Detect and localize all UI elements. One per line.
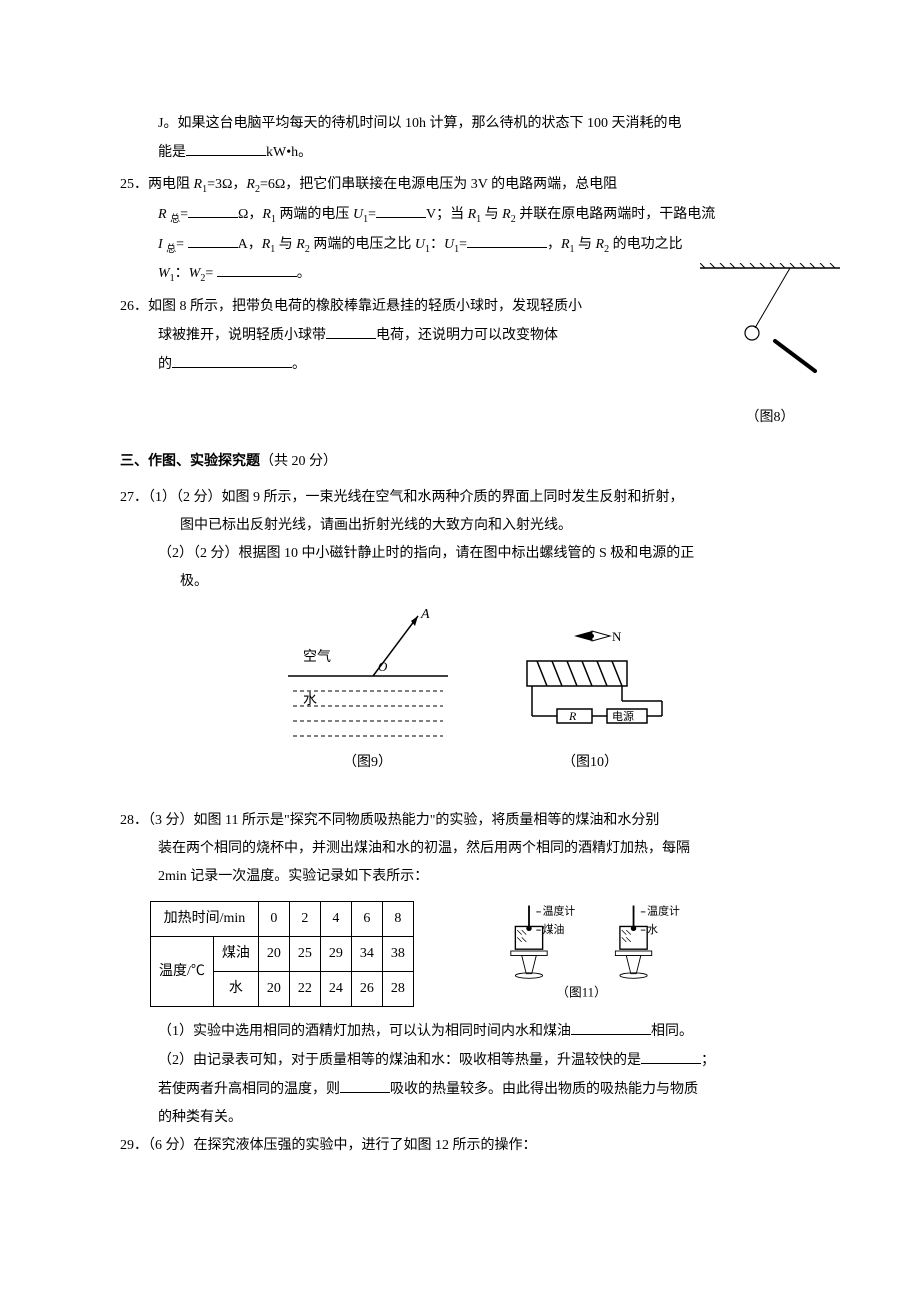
figure-11-svg: 温度计 煤油 温度计 水 （图11） [454, 901, 704, 1001]
figure-10-container: N R 电源 （图10） [497, 606, 687, 787]
fig10-power-label: 电源 [612, 709, 634, 723]
blank-r-total[interactable] [188, 200, 238, 218]
q28: 28．（3 分）如图 11 所示是"探究不同物质吸热能力"的实验，将质量相等的煤… [120, 807, 840, 891]
blank-w-ratio[interactable] [217, 259, 297, 277]
row-oil-label: 煤油 [213, 937, 258, 972]
q26-num: 26． [120, 299, 148, 314]
q29: 29．（6 分）在探究液体压强的实验中，进行了如图 12 所示的操作： [120, 1132, 840, 1160]
figure-9-svg: 空气 A O 水 （图9） [273, 606, 463, 776]
q24-line1: J。如果这台电脑平均每天的待机时间以 10h 计算，那么待机的状态下 100 天… [158, 116, 681, 131]
figure-8-svg [700, 263, 840, 393]
fig9-water-label: 水 [303, 692, 317, 708]
fig11-water: 水 [647, 923, 658, 936]
figure-9-container: 空气 A O 水 （图9） [273, 606, 463, 787]
table-fig11-row: 加热时间/min 0 2 4 6 8 温度/℃ 煤油 20 25 29 34 3… [120, 901, 840, 1007]
blank-force-change[interactable] [172, 350, 292, 368]
section-3-header: 三、作图、实验探究题（共 20 分） [120, 448, 840, 476]
figure-8-container: （图8） [700, 263, 840, 432]
fig9-a-label: A [420, 607, 430, 622]
blank-u1[interactable] [376, 200, 426, 218]
fig11-oil: 煤油 [543, 922, 565, 936]
q27: 27．（1）（2 分）如图 9 所示，一束光线在空气和水两种介质的界面上同时发生… [120, 484, 840, 596]
q24-line2-prefix: 能是 [158, 145, 186, 160]
fig11-thermo1: 温度计 [543, 904, 576, 918]
figure-10-svg: N R 电源 （图10） [497, 606, 687, 776]
q24-continuation: J。如果这台电脑平均每天的待机时间以 10h 计算，那么待机的状态下 100 天… [120, 110, 840, 167]
fig10-r-label: R [568, 709, 577, 723]
blank-faster[interactable] [641, 1046, 701, 1064]
th-temp: 温度/℃ [151, 937, 214, 1007]
q28-subquestions: （1）实验中选用相同的酒精灯加热，可以认为相同时间内水和煤油相同。 （2）由记录… [120, 1017, 840, 1132]
row-water-label: 水 [213, 972, 258, 1007]
blank-q24-energy[interactable] [186, 138, 266, 156]
q28-num: 28． [120, 813, 148, 828]
blank-charge[interactable] [326, 321, 376, 339]
fig11-thermo2: 温度计 [647, 904, 680, 918]
figures-9-10-row: 空气 A O 水 （图9） [120, 606, 840, 787]
q25-num: 25． [120, 177, 148, 192]
fig10-n-label: N [612, 629, 622, 644]
heat-data-table: 加热时间/min 0 2 4 6 8 温度/℃ 煤油 20 25 29 34 3… [150, 901, 414, 1007]
blank-more-heat[interactable] [340, 1075, 390, 1093]
q24-line2-suffix: kW•h。 [266, 145, 312, 160]
fig10-caption: （图10） [562, 754, 618, 770]
q29-num: 29． [120, 1138, 148, 1153]
blank-i-total[interactable] [188, 230, 238, 248]
figure-8-caption: （图8） [700, 404, 840, 432]
fig9-air-label: 空气 [303, 649, 331, 665]
q27-num: 27． [120, 490, 148, 505]
fig11-caption: （图11） [556, 986, 606, 1000]
th-time: 加热时间/min [151, 902, 259, 937]
fig9-o-label: O [378, 659, 388, 674]
blank-same[interactable] [571, 1017, 651, 1035]
blank-u-ratio[interactable] [467, 230, 547, 248]
fig9-caption: （图9） [343, 754, 392, 770]
